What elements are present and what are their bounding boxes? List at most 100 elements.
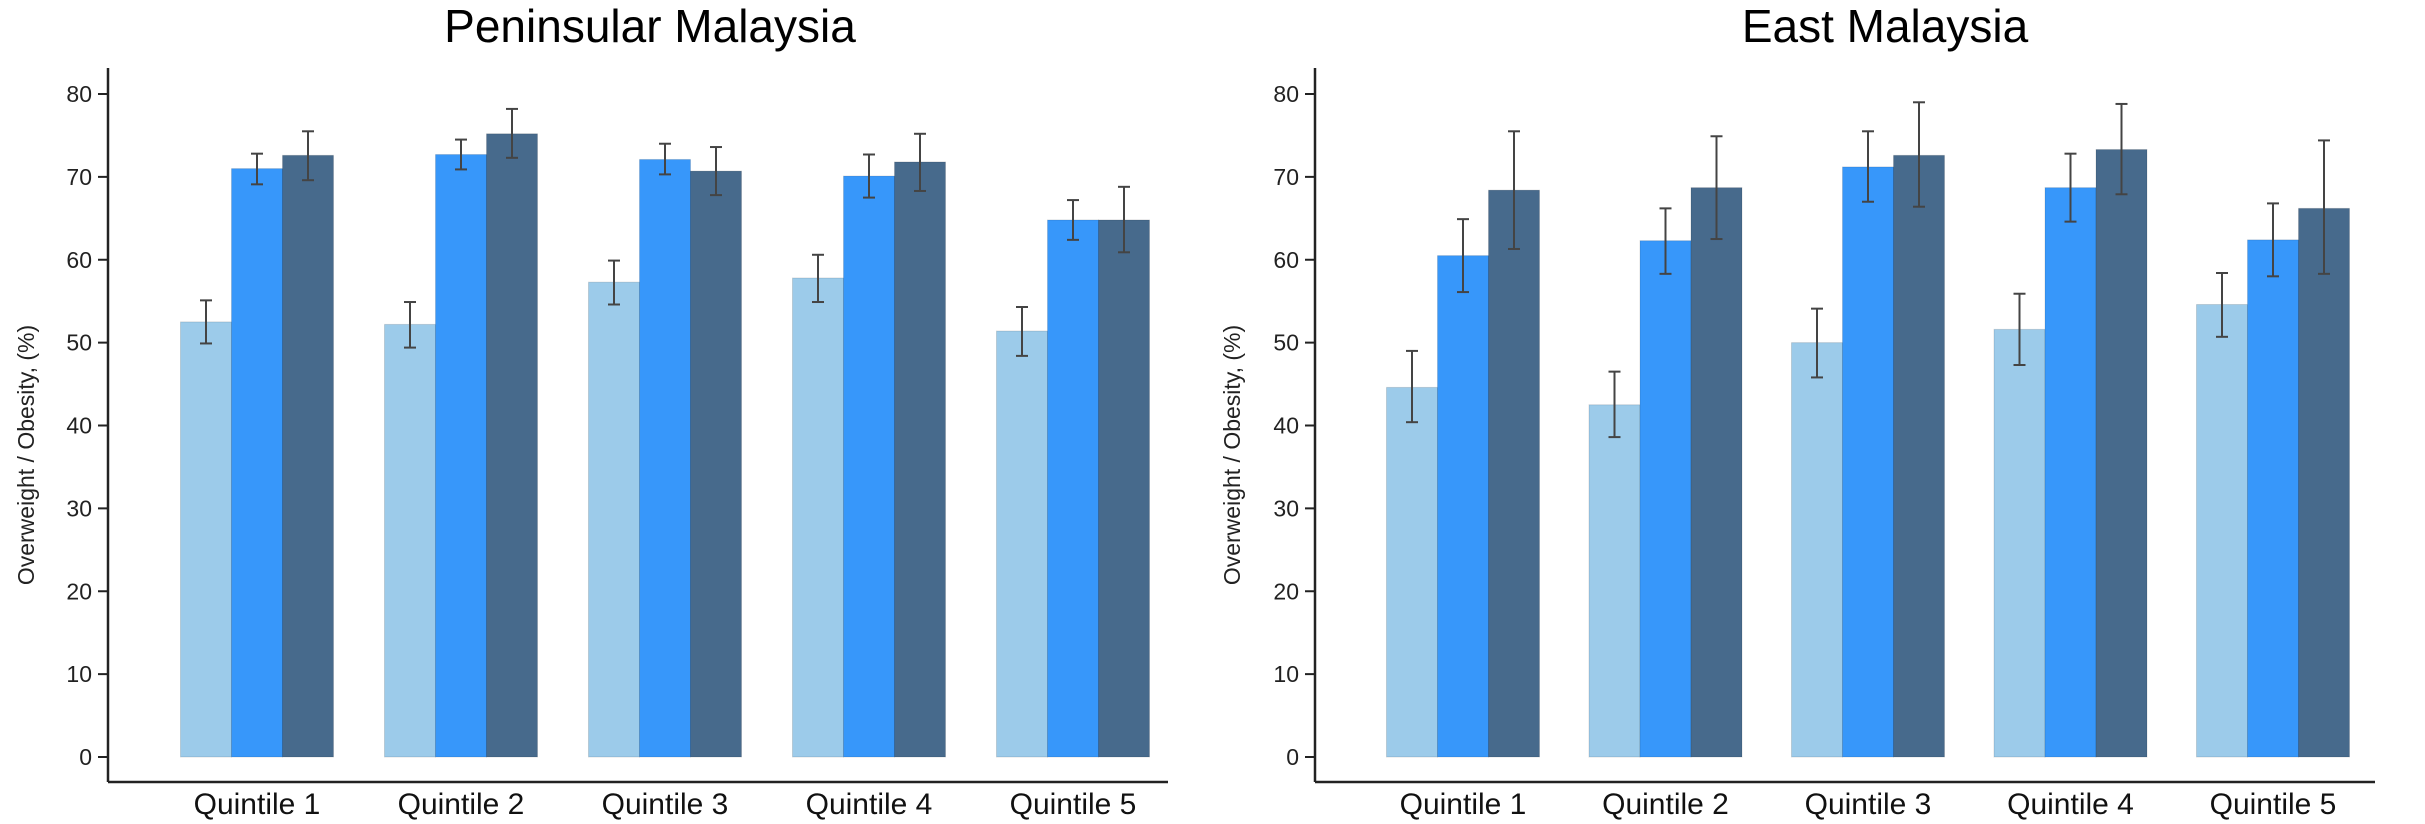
error-bar xyxy=(1862,130,1874,203)
error-bars-group xyxy=(200,107,1130,357)
bar xyxy=(1639,240,1692,758)
bar xyxy=(1098,219,1150,758)
y-tick-label: 80 xyxy=(66,81,92,107)
y-axis: 0 10 20 30 40 50 60 70 80 xyxy=(1273,68,1317,782)
error-bar xyxy=(1811,307,1823,379)
bar xyxy=(588,281,640,758)
category-label: Quintile 5 xyxy=(1010,788,1137,821)
y-tick-label: 30 xyxy=(66,495,92,521)
bar xyxy=(1488,189,1540,758)
error-bar xyxy=(200,299,212,345)
error-bar xyxy=(1016,305,1028,357)
bar xyxy=(2196,304,2248,758)
error-bar xyxy=(302,130,314,182)
bar xyxy=(639,158,691,758)
category-label: Quintile 1 xyxy=(1400,788,1527,821)
error-bar xyxy=(1406,349,1418,424)
category-label: Quintile 4 xyxy=(2007,788,2134,821)
bar xyxy=(435,153,487,758)
y-tick-label: 60 xyxy=(1273,247,1299,273)
bar xyxy=(2095,149,2148,758)
category-label: Quintile 3 xyxy=(602,788,729,821)
y-axis-label: Overweight / Obesity, (%) xyxy=(1219,325,1245,585)
category-label: Quintile 4 xyxy=(806,788,933,821)
bar xyxy=(1993,328,2046,758)
bar xyxy=(1588,404,1641,758)
bar xyxy=(1690,187,1743,758)
category-label: Quintile 1 xyxy=(194,788,321,821)
bar xyxy=(282,154,334,758)
y-axis-label: Overweight / Obesity, (%) xyxy=(13,325,39,585)
bar xyxy=(1437,255,1489,758)
error-bar xyxy=(710,146,722,197)
y-tick-label: 10 xyxy=(66,661,92,687)
y-tick-label: 0 xyxy=(79,744,92,770)
bar xyxy=(843,175,895,758)
y-tick-label: 40 xyxy=(66,413,92,439)
y-tick-label: 20 xyxy=(1273,578,1299,604)
bar xyxy=(2247,239,2299,758)
bars-group xyxy=(1386,149,2350,758)
y-tick-label: 60 xyxy=(66,247,92,273)
y-tick-label: 70 xyxy=(1273,164,1299,190)
error-bar xyxy=(1913,101,1925,208)
error-bar xyxy=(1608,370,1621,439)
x-axis: Quintile 1 Quintile 2 Quintile 3 Quintile 4… xyxy=(1315,780,2375,821)
bar xyxy=(384,323,436,758)
bar xyxy=(792,277,844,758)
error-bar xyxy=(1118,185,1130,254)
error-bar xyxy=(455,138,467,171)
error-bar xyxy=(812,253,824,304)
error-bar xyxy=(2115,102,2128,196)
panel-east-malaysia: East Malaysia Overweight / Obesity, (%) … xyxy=(1219,0,2375,821)
y-tick-label: 50 xyxy=(66,330,92,356)
chart-title: East Malaysia xyxy=(1742,0,2029,52)
error-bar xyxy=(2064,152,2077,223)
bar xyxy=(894,161,946,758)
bar xyxy=(996,330,1048,758)
error-bar xyxy=(659,142,671,176)
y-tick-label: 80 xyxy=(1273,81,1299,107)
error-bar xyxy=(2267,202,2279,278)
y-tick-label: 10 xyxy=(1273,661,1299,687)
y-tick-label: 40 xyxy=(1273,413,1299,439)
error-bar xyxy=(251,152,263,186)
bar xyxy=(1047,219,1099,758)
bar xyxy=(1386,386,1438,758)
y-tick-label: 70 xyxy=(66,164,92,190)
y-axis: 0 10 20 30 40 50 60 70 80 xyxy=(66,68,110,782)
bar xyxy=(180,321,232,758)
error-bar xyxy=(2318,139,2330,275)
y-tick-label: 0 xyxy=(1286,744,1299,770)
error-bar xyxy=(506,107,518,159)
x-axis: Quintile 1 Quintile 2 Quintile 3 Quintile 4… xyxy=(108,780,1168,821)
bar xyxy=(2298,207,2350,758)
error-bar xyxy=(863,153,875,199)
error-bar xyxy=(2216,272,2228,338)
error-bars-group xyxy=(1406,101,2330,439)
error-bar xyxy=(404,301,416,349)
error-bar xyxy=(1508,130,1520,250)
bars-group xyxy=(180,133,1150,758)
error-bar xyxy=(1067,199,1079,241)
bar xyxy=(231,168,283,758)
panel-peninsular-malaysia: Peninsular Malaysia Overweight / Obesity… xyxy=(13,0,1168,821)
bar xyxy=(486,133,538,758)
bar xyxy=(1893,154,1945,758)
bar xyxy=(690,170,742,758)
error-bar xyxy=(1457,218,1469,294)
error-bar xyxy=(1710,135,1723,241)
error-bar xyxy=(608,259,620,306)
y-tick-label: 20 xyxy=(66,578,92,604)
y-tick-label: 50 xyxy=(1273,330,1299,356)
error-bar xyxy=(914,132,926,192)
chart-title: Peninsular Malaysia xyxy=(444,0,856,52)
category-label: Quintile 5 xyxy=(2210,788,2337,821)
bar xyxy=(2044,187,2097,758)
error-bar xyxy=(2013,292,2026,367)
category-label: Quintile 3 xyxy=(1805,788,1932,821)
category-label: Quintile 2 xyxy=(1602,788,1729,821)
bar xyxy=(1842,166,1894,758)
